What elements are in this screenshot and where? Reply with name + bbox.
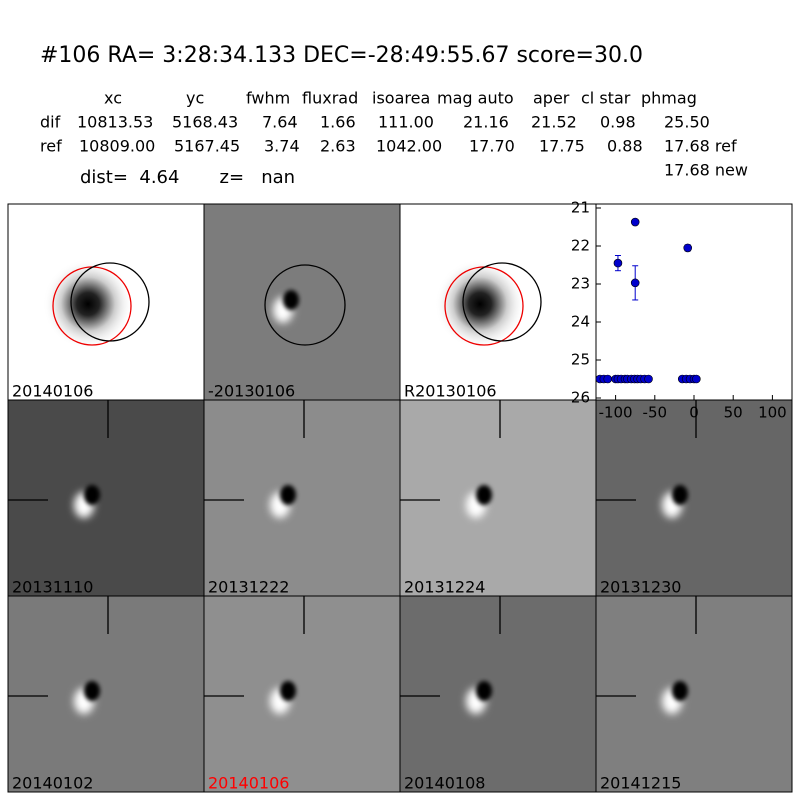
table-cell: dif [40,113,61,132]
table-cell: 2.63 [320,137,356,156]
dipole-dark [476,681,492,701]
panel-label: 20140106 [208,774,289,793]
x-tick-label: 100 [758,404,787,422]
column-header: cl star [581,89,631,108]
table-cell: 5168.43 [172,113,238,132]
image-panel: 20140106 [7,203,205,401]
panel-image [203,399,401,597]
y-tick-label: 21 [571,199,590,217]
table-cell: 0.88 [607,137,643,156]
point [603,374,613,384]
image-panel: 20131224 [399,399,597,597]
summary: dist= 4.64 z= nan [80,167,295,188]
table-extra: 17.68 new [664,161,748,180]
point [630,278,640,288]
table-cell: 1042.00 [376,137,442,156]
table-cell: 25.50 [664,113,710,132]
table-cell: 10809.00 [79,137,155,156]
column-header: mag auto [437,89,514,108]
panel-image [595,399,793,597]
new-circle [264,264,346,346]
panel-label: R20130106 [404,382,497,401]
column-header: xc [104,89,122,108]
image-panel: -20130106 [203,203,401,401]
column-header: aper [533,89,570,108]
column-header: fluxrad [302,89,358,108]
panel-label: 20140106 [12,382,93,401]
table-cell: ref [40,137,62,156]
panel-label: -20130106 [208,382,295,401]
title: #106 RA= 3:28:34.133 DEC=-28:49:55.67 sc… [40,43,643,68]
point [613,258,623,268]
y-tick-label: 26 [571,389,590,407]
panel-image [203,203,401,401]
point [692,374,701,384]
column-header: yc [186,89,204,108]
image-panel: 20140106 [203,595,401,793]
table-cell: 1.66 [320,113,356,132]
panel-label: 20131222 [208,578,289,597]
x-tick-label: 0 [689,404,699,422]
table-cell: 3.74 [264,137,300,156]
dipole-dark [84,485,100,505]
table-cell: 17.70 [469,137,515,156]
image-panel: R20130106 [399,203,597,401]
x-tick-label: -50 [643,404,668,422]
table-cell: 21.16 [463,113,509,132]
image-panel: 20140108 [399,595,597,793]
panel-image [595,595,793,793]
column-header: phmag [641,89,697,108]
column-header: isoarea [372,89,430,108]
dipole-dark [283,290,299,310]
dipole-dark [672,681,688,701]
panel-label: 20131230 [600,578,681,597]
table-cell: 17.68 ref [664,137,737,156]
dipole-dark [672,485,688,505]
source [43,259,133,349]
column-header: fwhm [246,89,290,108]
panel-image [399,399,597,597]
image-panel: 20131110 [7,399,205,597]
new-circle [462,262,542,342]
table-cell: 0.98 [600,113,636,132]
plot-area [595,203,793,401]
y-tick-label: 24 [571,313,590,331]
table-cell: 17.75 [539,137,585,156]
source [435,259,525,349]
point [683,243,693,253]
point [644,374,653,384]
table-cell: 111.00 [378,113,434,132]
x-tick-label: 50 [724,404,743,422]
y-tick-label: 22 [571,237,590,255]
dipole-dark [84,681,100,701]
dipole-dark [280,485,296,505]
panel-image [399,595,597,793]
table-cell: 5167.45 [174,137,240,156]
panel-label: 20141215 [600,774,681,793]
panel-image [7,595,205,793]
x-tick-label: -100 [599,404,633,422]
image-panel: 20140102 [7,595,205,793]
image-panel: 20131230 [595,399,793,597]
y-tick-label: 23 [571,275,590,293]
dipole-dark [476,485,492,505]
panel-label: 20131224 [404,578,485,597]
panel-label: 20140102 [12,774,93,793]
panel-label: 20131110 [12,578,93,597]
panel-image [7,399,205,597]
image-panel: 20131222 [203,399,401,597]
dipole-dark [280,681,296,701]
panel-image [203,595,401,793]
table-cell: 10813.53 [77,113,153,132]
image-panel: 20141215 [595,595,793,793]
y-tick-label: 25 [571,351,590,369]
point [630,217,640,227]
table-cell: 7.64 [262,113,298,132]
table-cell: 21.52 [531,113,577,132]
panel-label: 20140108 [404,774,485,793]
new-circle [70,262,150,342]
